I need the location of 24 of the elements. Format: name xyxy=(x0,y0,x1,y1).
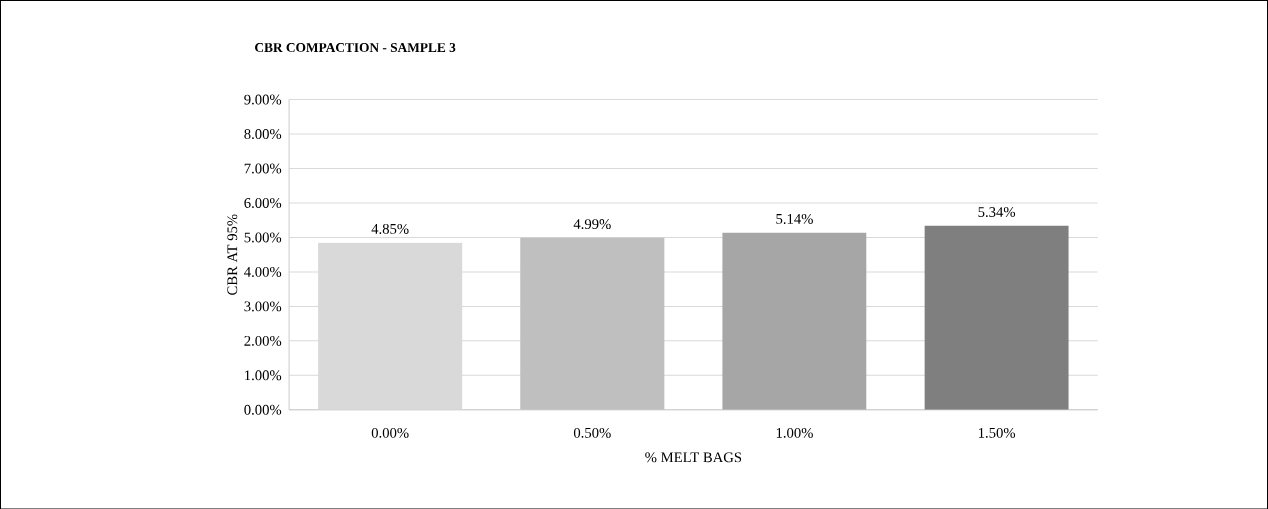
bar xyxy=(520,237,665,410)
y-tick-label: 7.00% xyxy=(244,163,282,174)
y-tick-label: 2.00% xyxy=(244,335,282,346)
x-tick-label: 0.50% xyxy=(573,427,611,438)
bar xyxy=(924,225,1069,410)
data-label: 5.34% xyxy=(978,206,1016,217)
x-tick-label: 0.00% xyxy=(371,427,409,438)
data-label: 5.14% xyxy=(776,213,813,224)
y-tick-label: 4.00% xyxy=(244,266,282,277)
y-tick-label: 3.00% xyxy=(244,301,282,312)
data-label: 4.99% xyxy=(573,218,611,229)
x-axis-title: % MELT BAGS xyxy=(645,452,742,463)
y-axis-title: CBR AT 95% xyxy=(227,214,238,295)
y-tick-label: 5.00% xyxy=(244,232,282,243)
bar xyxy=(722,232,867,410)
y-tick-label: 6.00% xyxy=(244,197,282,208)
data-label: 4.85% xyxy=(371,223,409,234)
y-tick-label: 9.00% xyxy=(244,94,282,105)
x-tick-label: 1.50% xyxy=(978,427,1016,438)
y-tick-label: 0.00% xyxy=(244,404,282,415)
chart-title: CBR COMPACTION - SAMPLE 3 xyxy=(255,42,456,52)
y-tick-label: 8.00% xyxy=(244,128,282,139)
y-tick-label: 1.00% xyxy=(245,370,282,381)
x-tick-label: 1.00% xyxy=(776,427,813,438)
